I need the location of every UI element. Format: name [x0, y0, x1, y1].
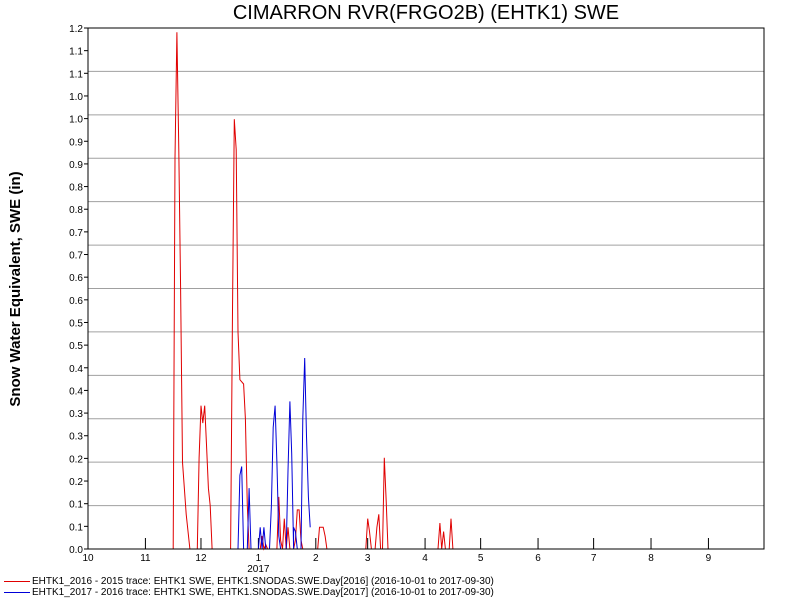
x-tick-label: 5	[478, 553, 484, 564]
y-tick-label: 0.5	[69, 318, 83, 329]
plot-frame	[87, 27, 765, 550]
x-tick-label: 11	[140, 553, 151, 564]
y-tick-label: 0.8	[69, 183, 83, 194]
legend-swatch-2017	[4, 591, 30, 593]
chart-title: CIMARRON RVR(FRGO2B) (EHTK1) SWE	[232, 2, 620, 24]
y-tick-label: 0.2	[69, 477, 83, 488]
x-tick-label: 2	[313, 553, 319, 564]
legend-label-2017: EHTK1_2017 - 2016 trace: EHTK1 SWE, EHTK…	[32, 587, 494, 598]
y-tick-label: 0.6	[69, 296, 83, 307]
x-tick-label: 12	[195, 553, 207, 564]
legend-item-2016: EHTK1_2016 - 2015 trace: EHTK1 SWE, EHTK…	[4, 576, 494, 587]
x-tick-label: 7	[591, 553, 597, 564]
y-tick-label: 0.2	[69, 454, 83, 465]
y-tick-label: 0.4	[69, 364, 83, 375]
series-group	[172, 32, 454, 551]
y-tick-label: 1.2	[69, 24, 83, 35]
x-tick-label: 6	[535, 553, 541, 564]
y-axis: 0.0 0.1 0.1 0.2 0.2 0.3 0.3 0.4 0.4 0.5 0.5 0.6 0.6 0…	[69, 24, 88, 556]
y-tick-label: 1.1	[69, 47, 83, 58]
y-tick-label: 0.6	[69, 273, 83, 284]
y-tick-label: 0.4	[69, 386, 83, 397]
legend-swatch-2016	[4, 580, 30, 582]
y-tick-label: 0.7	[69, 251, 83, 262]
x-tick-label: 3	[365, 553, 371, 564]
series-line-0	[172, 32, 454, 551]
x-tick-label: 1	[256, 553, 262, 564]
y-tick-label: 0.9	[69, 160, 83, 171]
y-tick-label: 0.3	[69, 432, 83, 443]
x-year-label: 2017	[247, 564, 270, 575]
y-tick-label: 1.0	[69, 115, 83, 126]
legend-label-2016: EHTK1_2016 - 2015 trace: EHTK1 SWE, EHTK…	[32, 576, 494, 587]
y-tick-label: 0.5	[69, 341, 83, 352]
grid	[88, 27, 764, 507]
y-tick-label: 1.0	[69, 92, 83, 103]
x-tick-label: 4	[422, 553, 428, 564]
legend-item-2017: EHTK1_2017 - 2016 trace: EHTK1 SWE, EHTK…	[4, 587, 494, 598]
y-tick-label: 0.1	[69, 500, 83, 511]
y-tick-label: 0.0	[69, 545, 83, 556]
y-tick-label: 0.1	[69, 522, 83, 533]
y-tick-label: 0.7	[69, 228, 83, 239]
y-tick-label: 0.8	[69, 205, 83, 216]
x-tick-label: 9	[706, 553, 712, 564]
x-tick-label: 8	[648, 553, 654, 564]
y-tick-label: 0.9	[69, 137, 83, 148]
y-axis-label: Snow Water Equivalent, SWE (in)	[7, 171, 24, 406]
x-tick-label: 10	[82, 553, 94, 564]
y-tick-label: 1.1	[69, 69, 83, 80]
y-tick-label: 0.3	[69, 409, 83, 420]
